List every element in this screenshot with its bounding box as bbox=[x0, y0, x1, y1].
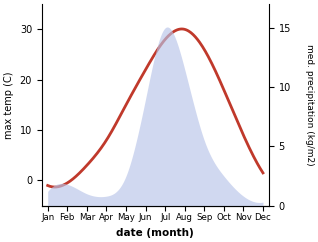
Y-axis label: max temp (C): max temp (C) bbox=[4, 71, 14, 139]
Y-axis label: med. precipitation (kg/m2): med. precipitation (kg/m2) bbox=[305, 44, 314, 166]
X-axis label: date (month): date (month) bbox=[116, 228, 194, 238]
